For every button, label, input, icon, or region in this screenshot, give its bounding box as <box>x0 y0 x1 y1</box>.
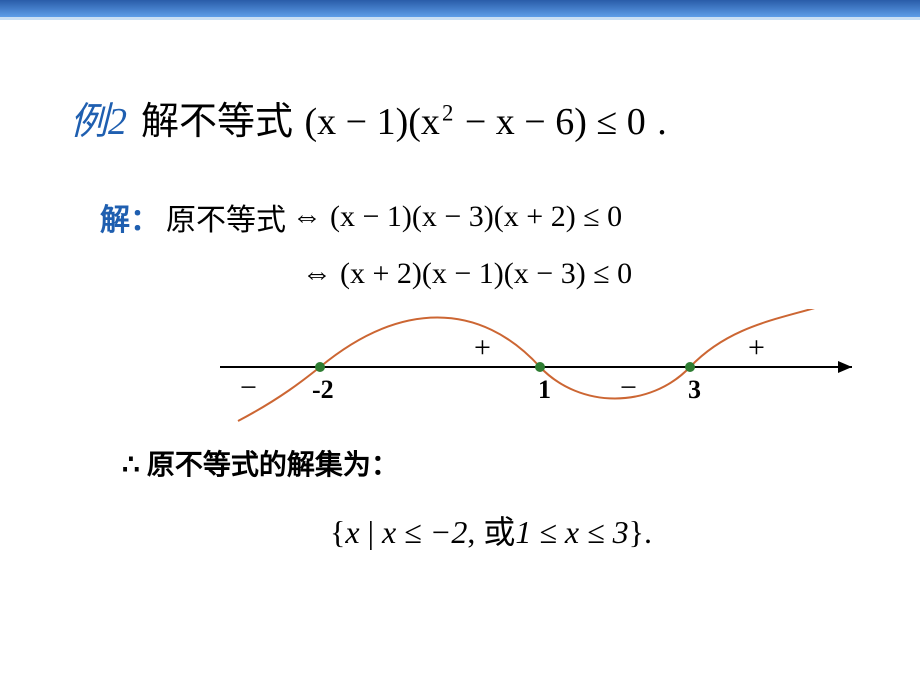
step2-expr: (x + 2)(x − 1)(x − 3) ≤ 0 <box>338 257 634 291</box>
header-band <box>0 0 920 20</box>
solution-line-1: 解： 原不等式 ⇔ (x − 1)(x − 3)(x + 2) ≤ 0 <box>100 195 860 239</box>
sign-label: − <box>620 371 637 405</box>
therefore-symbol: ∴ <box>122 450 140 481</box>
example-label: 例2 <box>70 90 127 145</box>
expr-left: (x − 1)(x <box>303 101 442 143</box>
axis-label: 1 <box>538 375 551 405</box>
expr-mid: − x − 6) ≤ 0 <box>453 101 647 143</box>
axis-label: -2 <box>312 375 334 405</box>
problem-title: 例2 解不等式 (x − 1)(x2 − x − 6) ≤ 0 . <box>70 90 860 145</box>
solution-line-2: ⇔ (x + 2)(x − 1)(x − 3) ≤ 0 <box>302 257 860 291</box>
conclusion-text: 原不等式的解集为： <box>147 450 399 481</box>
sign-label: + <box>474 331 491 365</box>
conclusion-line: ∴ 原不等式的解集为： <box>122 443 860 483</box>
expr-sup: 2 <box>442 100 453 125</box>
iff-1: ⇔ <box>292 200 322 234</box>
problem-expr: (x − 1)(x2 − x − 6) ≤ 0 <box>303 101 658 143</box>
axis-label: 3 <box>688 375 701 405</box>
solution-label: 解： <box>100 195 160 239</box>
original-ineq-text: 原不等式 <box>166 195 286 239</box>
period: . <box>657 101 667 143</box>
answer-comma: , <box>467 514 483 550</box>
diagram-svg <box>220 309 860 429</box>
answer-part2: 1 ≤ x ≤ 3 <box>515 514 628 550</box>
brace-open: { <box>330 514 345 550</box>
sign-label: + <box>748 331 765 365</box>
problem-text: 解不等式 (x − 1)(x2 − x − 6) ≤ 0 . <box>141 90 667 145</box>
answer-or: 或 <box>483 514 515 550</box>
step1-expr: (x − 1)(x − 3)(x + 2) ≤ 0 <box>328 200 624 234</box>
number-line-diagram: -2 1 3 − + − + <box>220 309 860 429</box>
answer-part1: x ≤ −2 <box>382 514 467 550</box>
problem-prefix: 解不等式 <box>141 101 293 143</box>
answer-var: x <box>345 514 359 550</box>
slide-content: 例2 解不等式 (x − 1)(x2 − x − 6) ≤ 0 . 解： 原不等… <box>0 20 920 553</box>
sign-label: − <box>240 371 257 405</box>
brace-close: }. <box>629 514 652 550</box>
set-bar: | <box>360 514 382 550</box>
iff-2: ⇔ <box>302 257 332 291</box>
answer-set: {x | x ≤ −2, 或1 ≤ x ≤ 3}. <box>330 507 860 553</box>
